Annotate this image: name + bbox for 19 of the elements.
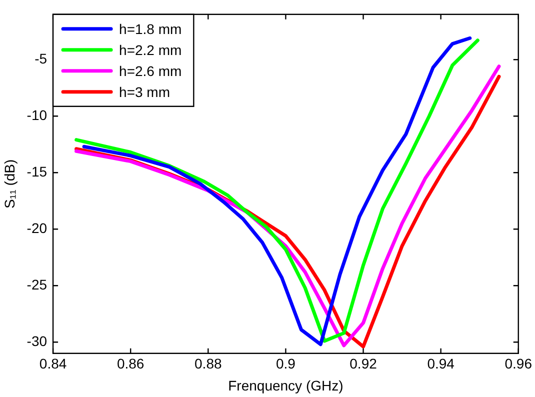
legend-label: h=1.8 mm xyxy=(119,20,182,37)
x-tick-label: 0.86 xyxy=(116,356,144,372)
y-tick-label: -10 xyxy=(26,106,48,123)
y-tick-label: -20 xyxy=(26,220,48,236)
x-tick-label: 0.92 xyxy=(350,356,378,372)
x-tick-label: 0.9 xyxy=(276,356,296,372)
x-tick-label: 0.94 xyxy=(427,356,455,372)
y-tick-label: -15 xyxy=(26,163,48,180)
legend-label: h=2.2 mm xyxy=(119,42,182,58)
x-tick-label: 0.88 xyxy=(194,356,222,372)
y-tick-label: -30 xyxy=(26,332,48,349)
y-tick-label: -25 xyxy=(26,276,48,292)
legend-label: h=3 mm xyxy=(119,84,170,100)
y-axis-title: S₁₁ (dB) xyxy=(1,159,18,208)
x-tick-label: 0.84 xyxy=(39,356,67,372)
y-tick-label: -5 xyxy=(34,50,48,66)
x-axis-title: Frenquency (GHz) xyxy=(228,377,344,394)
legend-label: h=2.6 mm xyxy=(119,62,182,79)
x-tick-label: 0.96 xyxy=(504,356,532,372)
